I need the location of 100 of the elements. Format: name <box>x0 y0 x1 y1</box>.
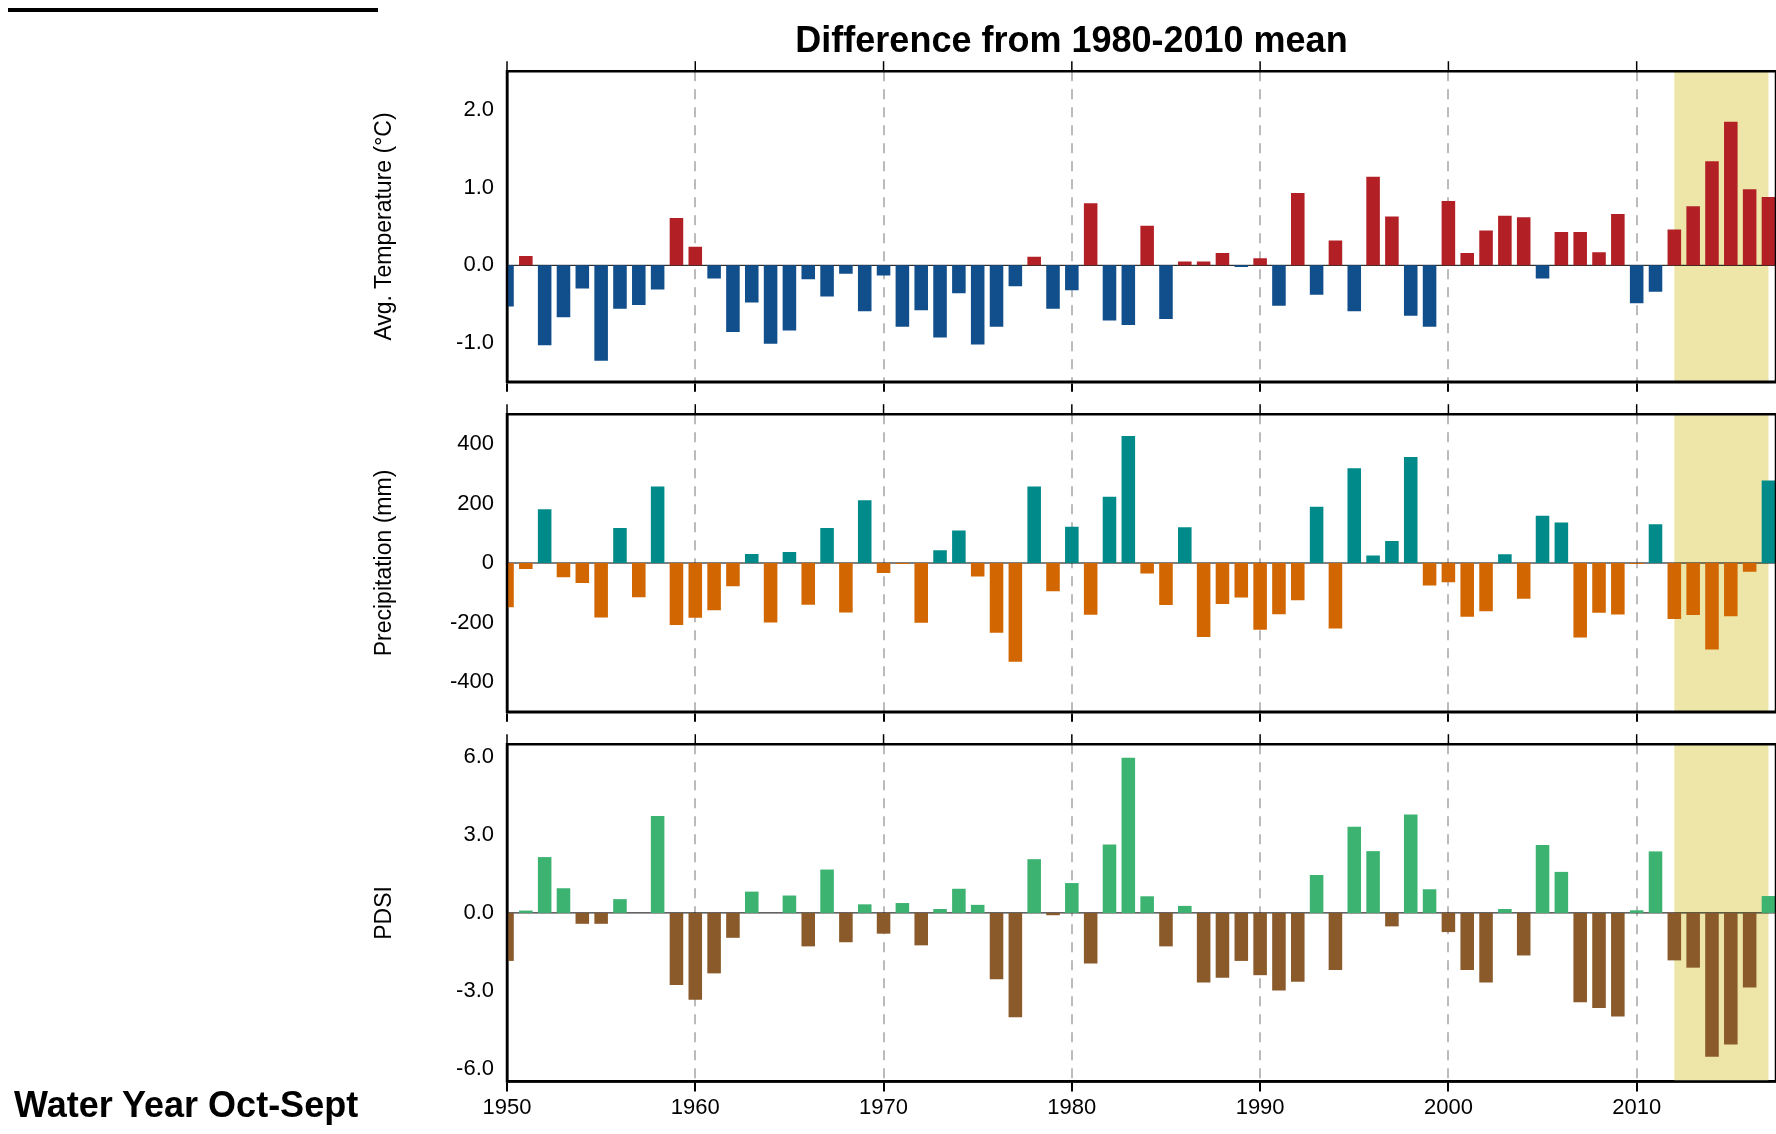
bar <box>1460 563 1474 617</box>
bar <box>1290 912 1305 982</box>
chart-title: Difference from 1980-2010 mean <box>795 18 1348 60</box>
bar <box>857 904 872 913</box>
bar <box>857 500 872 563</box>
bar <box>801 912 816 947</box>
x-tick-label: 2000 <box>1423 1093 1473 1119</box>
bar <box>1121 265 1136 326</box>
bar <box>1272 265 1286 306</box>
bar <box>519 256 533 266</box>
bar <box>556 563 571 578</box>
bar <box>952 530 966 563</box>
bar <box>1065 265 1079 291</box>
bar <box>1592 563 1606 613</box>
bar <box>1479 563 1493 612</box>
bar <box>1460 252 1474 266</box>
bar <box>782 265 797 331</box>
bar <box>1667 229 1682 266</box>
bar <box>801 265 816 280</box>
bar <box>1705 161 1719 266</box>
bar <box>1761 896 1776 913</box>
bar <box>876 912 891 934</box>
bar <box>1366 851 1380 913</box>
bar <box>688 246 703 266</box>
bar <box>688 563 703 618</box>
bar <box>1648 851 1663 913</box>
bar <box>914 265 928 311</box>
bar <box>1742 189 1757 266</box>
y-tick-label: 0 <box>481 549 494 575</box>
bar <box>1178 527 1192 563</box>
bar <box>1403 457 1418 563</box>
bar <box>1629 910 1644 913</box>
bar <box>1065 883 1079 913</box>
bar <box>1422 265 1437 327</box>
bar <box>1234 563 1249 598</box>
y-tick-label: 1.0 <box>463 173 494 199</box>
bar <box>632 265 646 305</box>
bar <box>1328 563 1343 629</box>
bar <box>669 563 684 625</box>
bar <box>989 912 1004 980</box>
bar <box>1121 757 1136 913</box>
bar <box>933 550 947 563</box>
bar <box>1046 563 1060 592</box>
bar <box>1196 912 1211 983</box>
bar <box>1008 912 1023 1018</box>
bar <box>763 563 778 623</box>
bar <box>1159 265 1173 319</box>
bar <box>1498 909 1512 913</box>
bar <box>1479 912 1493 983</box>
bar <box>1140 896 1154 913</box>
bar <box>1083 563 1098 615</box>
bar <box>1667 912 1682 961</box>
bar <box>1573 912 1587 1003</box>
bar <box>782 551 797 563</box>
bar <box>650 816 665 913</box>
bar <box>801 563 816 605</box>
bar <box>594 563 608 618</box>
y-tick-label: 0.0 <box>463 898 494 924</box>
text: Water Year Oct-Sept <box>14 1084 359 1126</box>
bar <box>744 554 759 563</box>
y-tick-label: 200 <box>457 489 494 515</box>
y-tick-label: -400 <box>449 668 494 694</box>
bar <box>1554 871 1569 913</box>
bar <box>1441 912 1456 933</box>
bar <box>1196 563 1211 638</box>
bar <box>1290 563 1305 601</box>
bar <box>1535 844 1550 913</box>
bar <box>1159 563 1173 605</box>
bar <box>632 563 646 598</box>
bar <box>820 869 834 913</box>
bar <box>1573 563 1587 638</box>
bar <box>1554 522 1569 563</box>
bar <box>537 857 552 913</box>
bar <box>537 509 552 563</box>
bar <box>1027 486 1041 563</box>
bar <box>1611 214 1625 266</box>
bar <box>914 563 928 623</box>
bar <box>839 912 853 943</box>
y-tick-label: -1.0 <box>456 329 494 355</box>
bar <box>1554 231 1569 266</box>
y-tick-label: 400 <box>457 430 494 456</box>
bar <box>1516 563 1531 599</box>
bar <box>989 563 1004 633</box>
y-tick-label: 0.0 <box>463 251 494 277</box>
bar <box>1686 563 1700 616</box>
bar <box>1498 554 1512 563</box>
bar <box>556 888 571 913</box>
bar <box>1309 265 1324 295</box>
bar <box>1083 912 1098 964</box>
y-axis-title: Precipitation (mm) <box>370 469 397 657</box>
bar <box>933 909 947 913</box>
bar <box>575 912 590 924</box>
y-tick-label: 3.0 <box>463 821 494 847</box>
bar <box>650 265 665 290</box>
bar <box>1705 563 1719 650</box>
bar <box>1366 176 1380 266</box>
bar <box>1761 196 1776 266</box>
bar <box>1328 240 1343 266</box>
bar <box>839 563 853 613</box>
bar <box>1347 468 1362 563</box>
